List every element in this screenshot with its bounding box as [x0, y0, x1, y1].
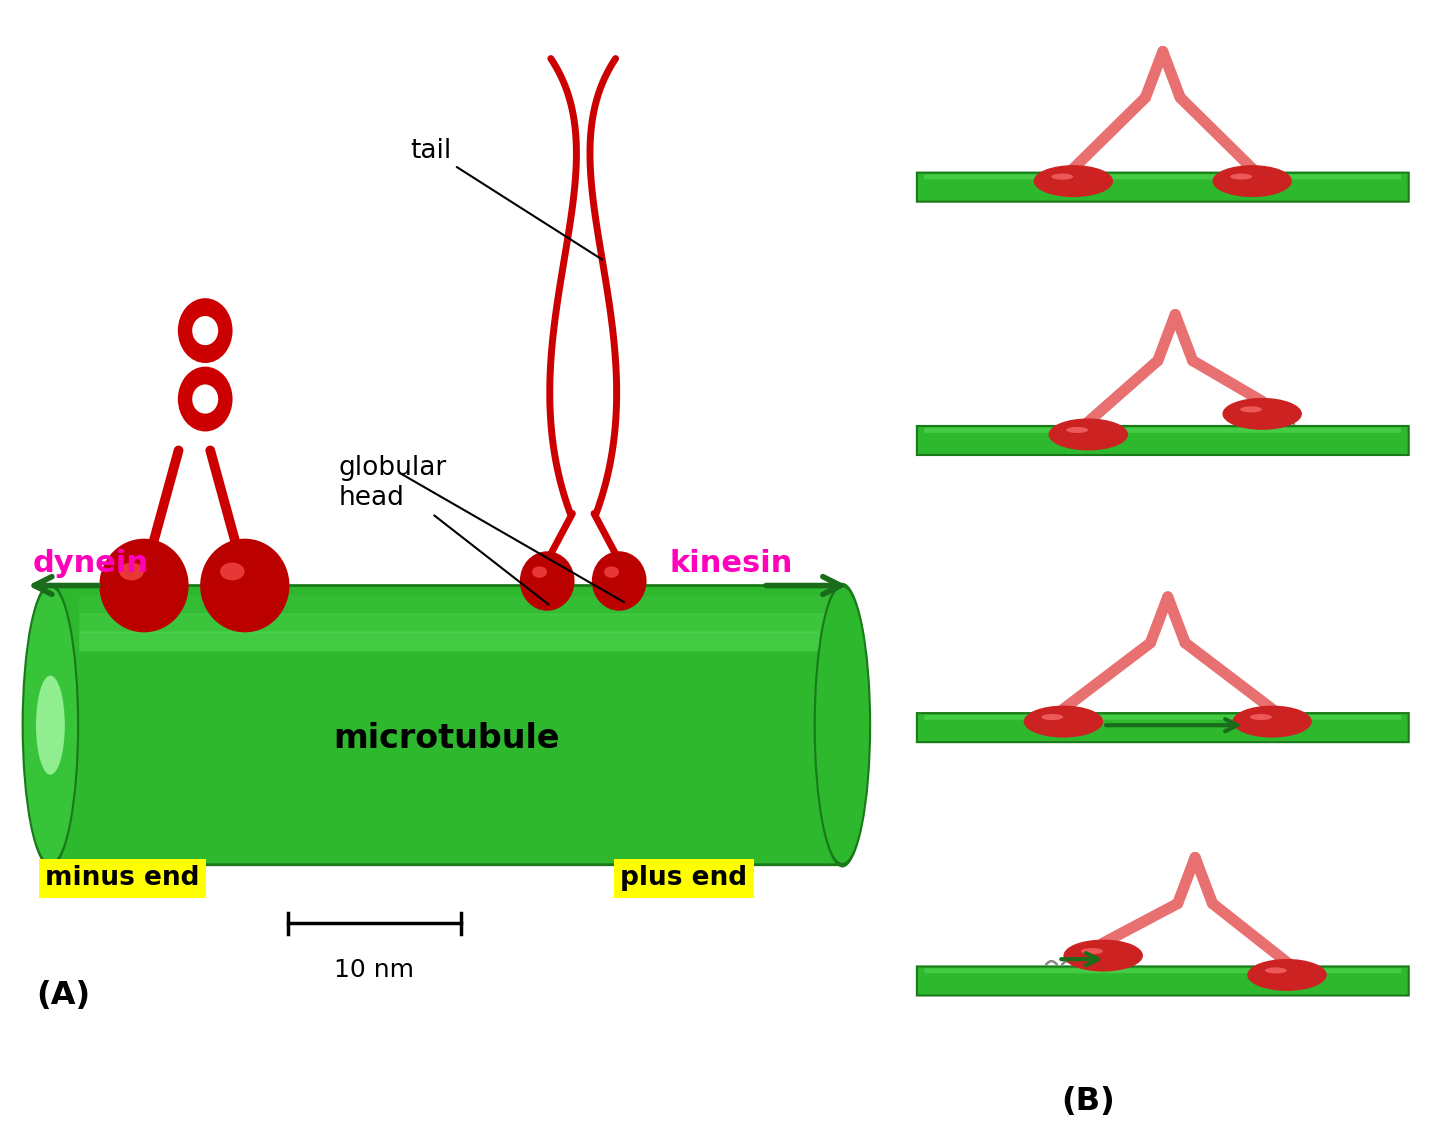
- FancyBboxPatch shape: [917, 426, 1408, 455]
- Ellipse shape: [1223, 397, 1302, 430]
- Ellipse shape: [1264, 967, 1287, 974]
- Text: 10 nm: 10 nm: [334, 957, 415, 982]
- Ellipse shape: [1250, 714, 1272, 721]
- Ellipse shape: [1051, 173, 1073, 180]
- Text: minus end: minus end: [45, 865, 200, 892]
- FancyBboxPatch shape: [917, 713, 1408, 742]
- Ellipse shape: [120, 563, 144, 580]
- Ellipse shape: [22, 583, 79, 867]
- Ellipse shape: [23, 588, 78, 863]
- Ellipse shape: [1247, 959, 1326, 991]
- FancyBboxPatch shape: [79, 614, 828, 633]
- Text: (B): (B): [1061, 1085, 1115, 1117]
- Text: microtubule: microtubule: [333, 722, 560, 756]
- Text: globular
head: globular head: [338, 455, 549, 605]
- FancyBboxPatch shape: [917, 172, 1408, 202]
- Ellipse shape: [1230, 173, 1251, 180]
- Ellipse shape: [1240, 406, 1261, 412]
- Text: kinesin: kinesin: [670, 548, 793, 578]
- Ellipse shape: [520, 552, 575, 610]
- FancyBboxPatch shape: [50, 586, 842, 865]
- Ellipse shape: [1034, 166, 1113, 197]
- Ellipse shape: [99, 538, 189, 633]
- FancyBboxPatch shape: [79, 632, 828, 651]
- Ellipse shape: [220, 563, 245, 580]
- Ellipse shape: [1081, 948, 1103, 954]
- Ellipse shape: [1063, 939, 1143, 972]
- Ellipse shape: [814, 583, 871, 867]
- Ellipse shape: [192, 316, 219, 346]
- FancyBboxPatch shape: [79, 596, 828, 615]
- Text: dynein: dynein: [32, 548, 148, 578]
- Ellipse shape: [177, 298, 233, 363]
- Ellipse shape: [1048, 419, 1128, 450]
- FancyBboxPatch shape: [924, 715, 1401, 720]
- Ellipse shape: [36, 676, 65, 775]
- Ellipse shape: [1233, 706, 1312, 738]
- Ellipse shape: [1041, 714, 1063, 721]
- Text: (A): (A): [36, 980, 91, 1011]
- Text: plus end: plus end: [621, 865, 747, 892]
- FancyBboxPatch shape: [917, 966, 1408, 995]
- Ellipse shape: [192, 384, 219, 413]
- Ellipse shape: [592, 552, 647, 610]
- FancyBboxPatch shape: [924, 175, 1401, 179]
- FancyBboxPatch shape: [924, 428, 1401, 432]
- Text: tail: tail: [410, 137, 602, 260]
- Ellipse shape: [1024, 706, 1103, 738]
- Ellipse shape: [603, 566, 619, 578]
- Ellipse shape: [531, 566, 547, 578]
- Ellipse shape: [1066, 427, 1089, 434]
- Ellipse shape: [177, 367, 233, 431]
- Ellipse shape: [815, 588, 870, 863]
- FancyBboxPatch shape: [924, 968, 1401, 973]
- Ellipse shape: [1212, 166, 1292, 197]
- Ellipse shape: [200, 538, 289, 633]
